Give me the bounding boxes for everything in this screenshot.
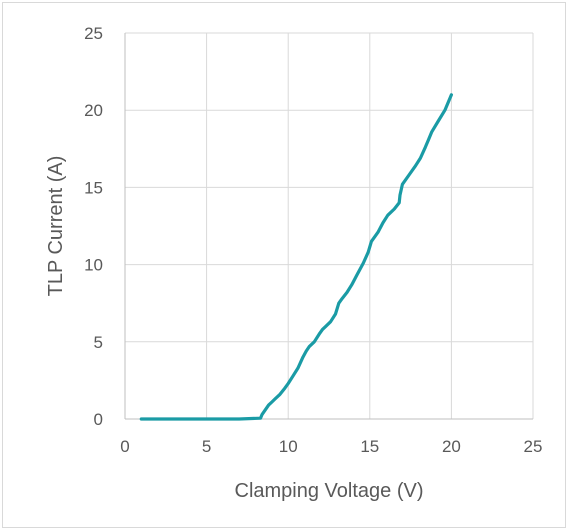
- x-axis-title: Clamping Voltage (V): [235, 480, 424, 502]
- x-tick-label: 5: [202, 437, 211, 456]
- series-layer: [141, 95, 451, 419]
- x-tick-label: 25: [524, 437, 543, 456]
- y-tick-label: 20: [84, 101, 103, 120]
- y-tick-label: 15: [84, 178, 103, 197]
- y-axis-title: TLP Current (A): [45, 156, 67, 297]
- x-tick-label: 15: [360, 437, 379, 456]
- tick-labels: 0 5 10 15 20 25 0 5 10 15 20 25: [84, 24, 542, 456]
- x-tick-label: 10: [279, 437, 298, 456]
- axes: [125, 33, 533, 419]
- y-tick-label: 25: [84, 24, 103, 43]
- series-line: [141, 95, 451, 419]
- gridlines: [125, 33, 533, 419]
- y-tick-label: 5: [94, 333, 103, 352]
- x-tick-label: 20: [442, 437, 461, 456]
- x-tick-label: 0: [120, 437, 129, 456]
- y-tick-label: 10: [84, 256, 103, 275]
- y-tick-label: 0: [94, 410, 103, 429]
